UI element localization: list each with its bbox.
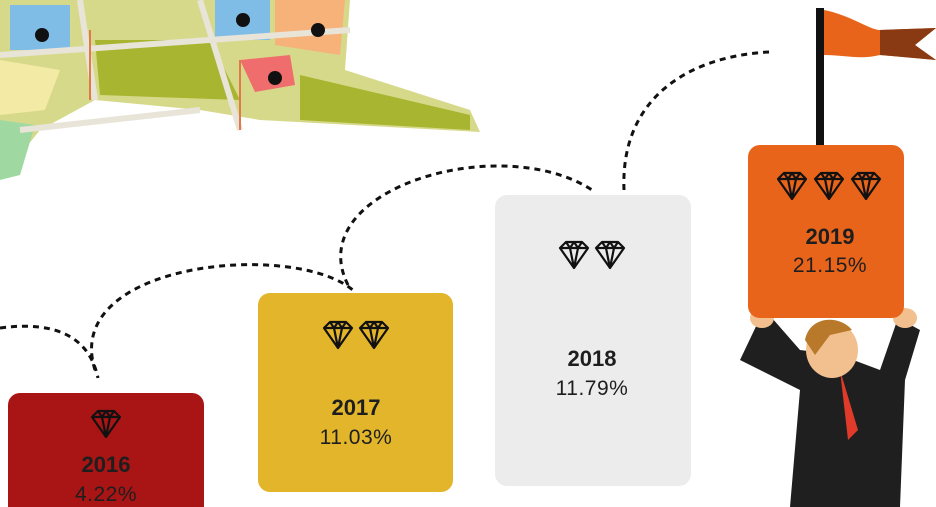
step-value: 4.22% [75, 483, 137, 506]
step-value: 11.79% [556, 377, 629, 400]
dashed-path [622, 50, 771, 191]
dashed-path [90, 263, 357, 371]
step-year: 2017 [332, 395, 381, 420]
dashed-path [0, 324, 100, 379]
step-box [748, 145, 904, 318]
step-2019: 2019 21.15% [748, 145, 904, 318]
step-2017: 2017 11.03% [258, 293, 453, 492]
step-box [8, 393, 204, 507]
step-year: 2018 [568, 346, 617, 371]
step-2016: 2016 4.22% [8, 393, 204, 507]
dashed-path [339, 164, 593, 286]
map [0, 0, 480, 180]
step-year: 2016 [82, 452, 131, 477]
step-box [258, 293, 453, 492]
step-2018: 2018 11.79% [495, 195, 691, 486]
flag [816, 8, 936, 145]
person [740, 308, 920, 507]
step-value: 11.03% [320, 426, 393, 449]
step-year: 2019 [806, 224, 855, 249]
step-box [495, 195, 691, 486]
step-value: 21.15% [793, 254, 867, 277]
